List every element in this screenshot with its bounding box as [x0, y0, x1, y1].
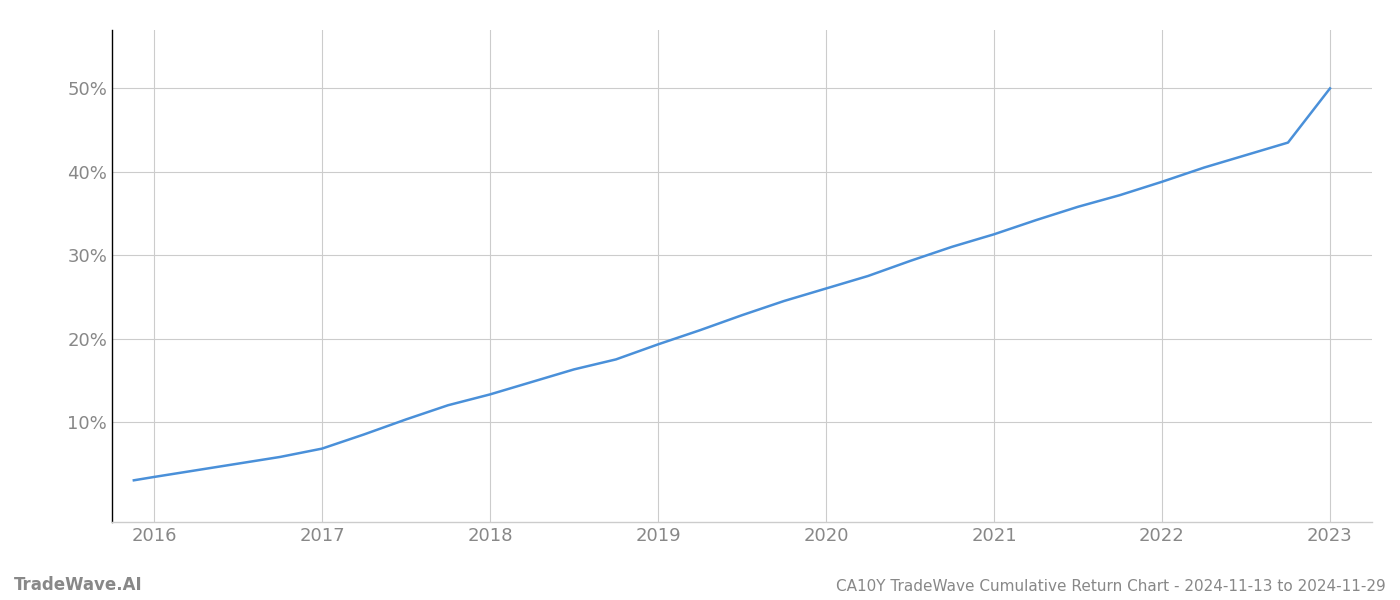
Text: TradeWave.AI: TradeWave.AI — [14, 576, 143, 594]
Text: CA10Y TradeWave Cumulative Return Chart - 2024-11-13 to 2024-11-29: CA10Y TradeWave Cumulative Return Chart … — [836, 579, 1386, 594]
